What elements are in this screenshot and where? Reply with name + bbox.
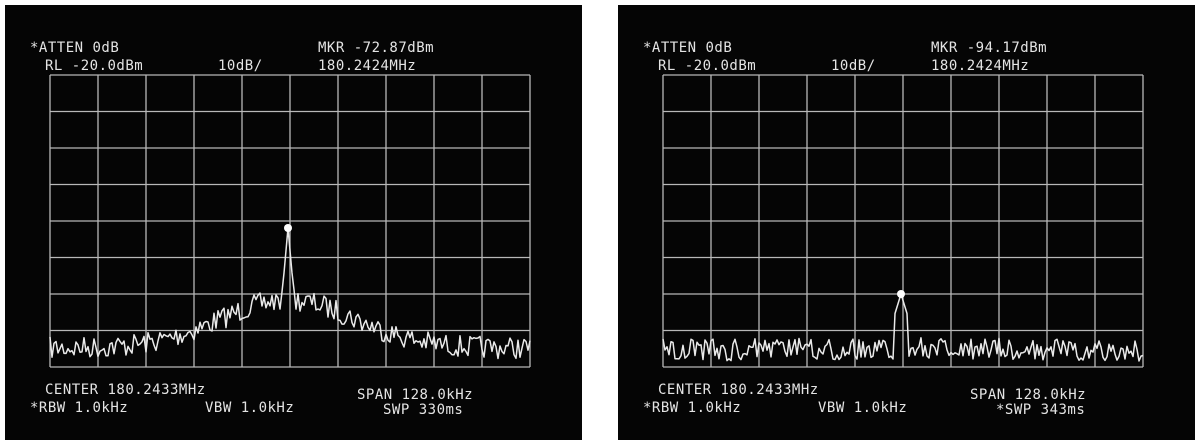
marker-label: MKR -94.17dBm — [931, 40, 1047, 56]
sweep-label: SWP 330ms — [383, 402, 463, 418]
span-label: SPAN 128.0kHz — [357, 387, 473, 403]
ref-level-label: RL -20.0dBm — [658, 58, 756, 74]
marker-dot — [897, 290, 905, 298]
screenshot: *ATTEN 0dB MKR -72.87dBm RL -20.0dBm 10dB/1… — [0, 0, 1204, 445]
analyzer-screen: *ATTEN 0dB MKR -72.87dBm RL -20.0dBm 10dB/1… — [5, 5, 582, 440]
marker-dot — [284, 224, 292, 232]
atten-label: *ATTEN 0dB — [30, 40, 119, 56]
center-label: CENTER 180.2433MHz — [658, 382, 819, 398]
marker-freq-label: 180.2424MHz — [931, 58, 1029, 74]
scale-label: 10dB/ — [218, 58, 263, 74]
rbw-label: *RBW 1.0kHz — [30, 400, 128, 416]
sweep-label: *SWP 343ms — [996, 402, 1085, 418]
scale-label: 10dB/ — [831, 58, 876, 74]
vbw-label: VBW 1.0kHz — [205, 400, 294, 416]
center-label: CENTER 180.2433MHz — [45, 382, 206, 398]
atten-label: *ATTEN 0dB — [643, 40, 732, 56]
marker-label: MKR -72.87dBm — [318, 40, 434, 56]
marker-freq-label: 180.2424MHz — [318, 58, 416, 74]
analyzer-screen: *ATTEN 0dB MKR -94.17dBm RL -20.0dBm 10dB/1… — [618, 5, 1195, 440]
vbw-label: VBW 1.0kHz — [818, 400, 907, 416]
ref-level-label: RL -20.0dBm — [45, 58, 143, 74]
span-label: SPAN 128.0kHz — [970, 387, 1086, 403]
rbw-label: *RBW 1.0kHz — [643, 400, 741, 416]
